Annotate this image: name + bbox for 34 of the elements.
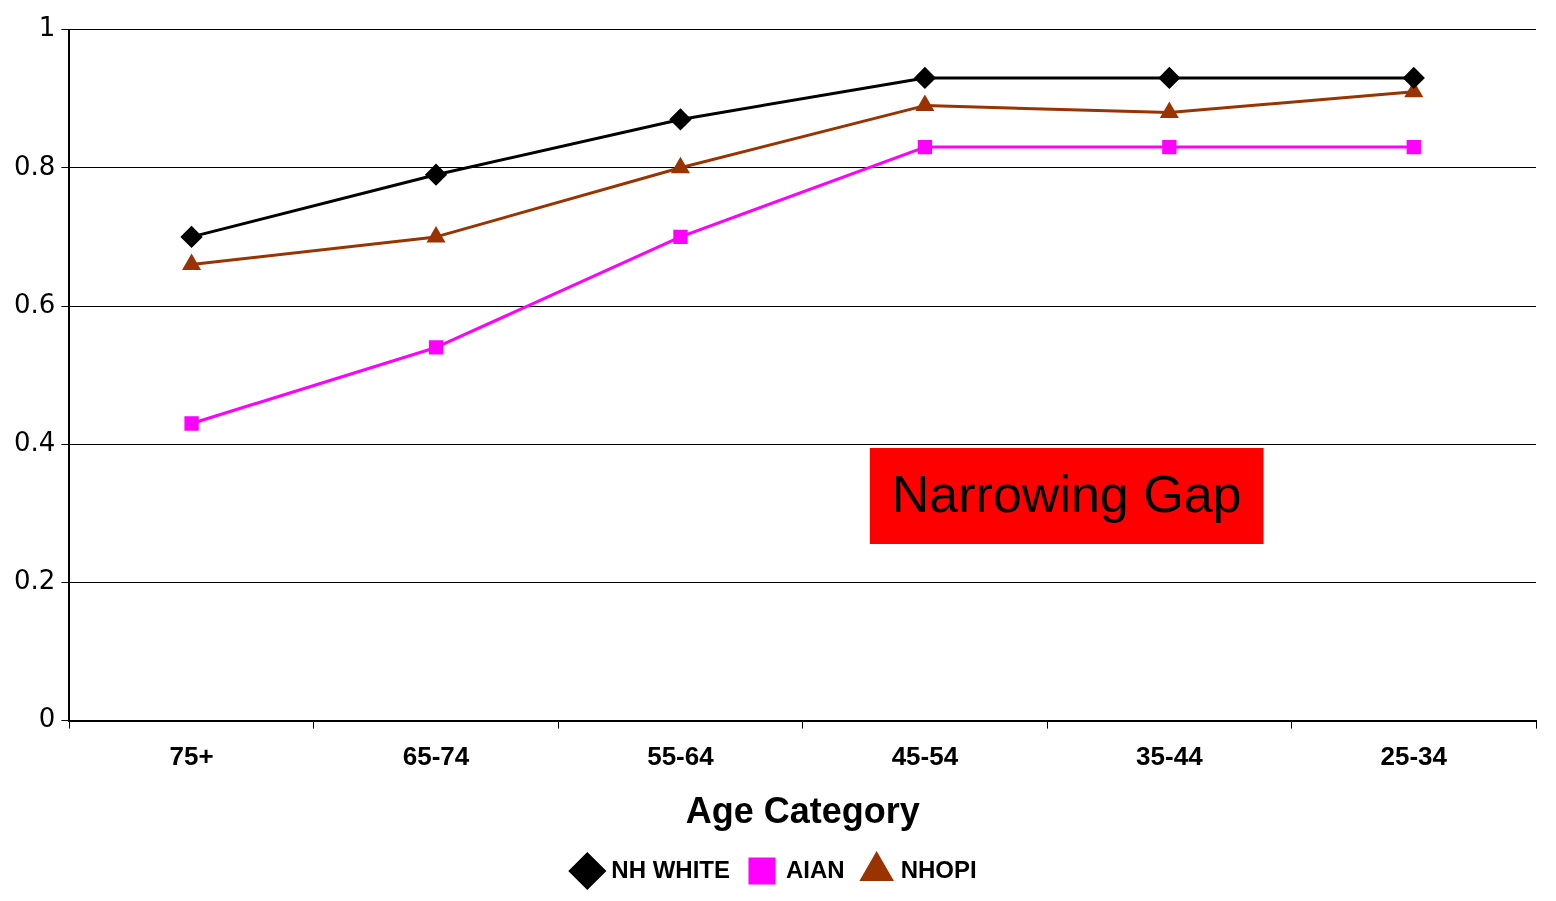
point: [917, 139, 933, 155]
legend-label: NH WHITE: [611, 855, 730, 883]
point: [1406, 139, 1421, 155]
legend-label: NHOPI: [900, 855, 977, 883]
point: [916, 96, 934, 112]
x-axis-title: Age Category: [685, 790, 920, 832]
point: [183, 255, 200, 271]
y-tick-label: 1: [38, 12, 56, 43]
x-tick-label: 25-34: [1380, 741, 1448, 772]
point: [1160, 103, 1178, 119]
y-tick-label: 0.6: [13, 288, 56, 319]
y-tick-label: 0: [38, 703, 56, 734]
x-tick-label: 65-74: [402, 741, 470, 772]
point: [425, 164, 447, 186]
point: [428, 340, 444, 355]
y-tick-label: 0.8: [13, 150, 56, 181]
point: [427, 227, 445, 243]
point: [914, 67, 936, 89]
x-tick-label: 55-64: [647, 741, 715, 772]
point: [1158, 67, 1180, 89]
point: [181, 226, 203, 248]
x-tick-label: 35-44: [1136, 741, 1204, 772]
point: [669, 108, 691, 130]
y-tick-label: 0.2: [13, 565, 56, 596]
x-tick-label: 45-54: [891, 741, 959, 772]
x-tick-label: 75+: [169, 741, 214, 772]
legend-label: AIAN: [785, 855, 845, 883]
annotation: Narrowing Gap: [891, 465, 1242, 524]
point: [1162, 139, 1177, 155]
point: [672, 158, 689, 174]
point: [673, 229, 688, 245]
y-tick-label: 0.4: [13, 426, 56, 457]
point: [1403, 67, 1425, 89]
point: [184, 416, 199, 431]
